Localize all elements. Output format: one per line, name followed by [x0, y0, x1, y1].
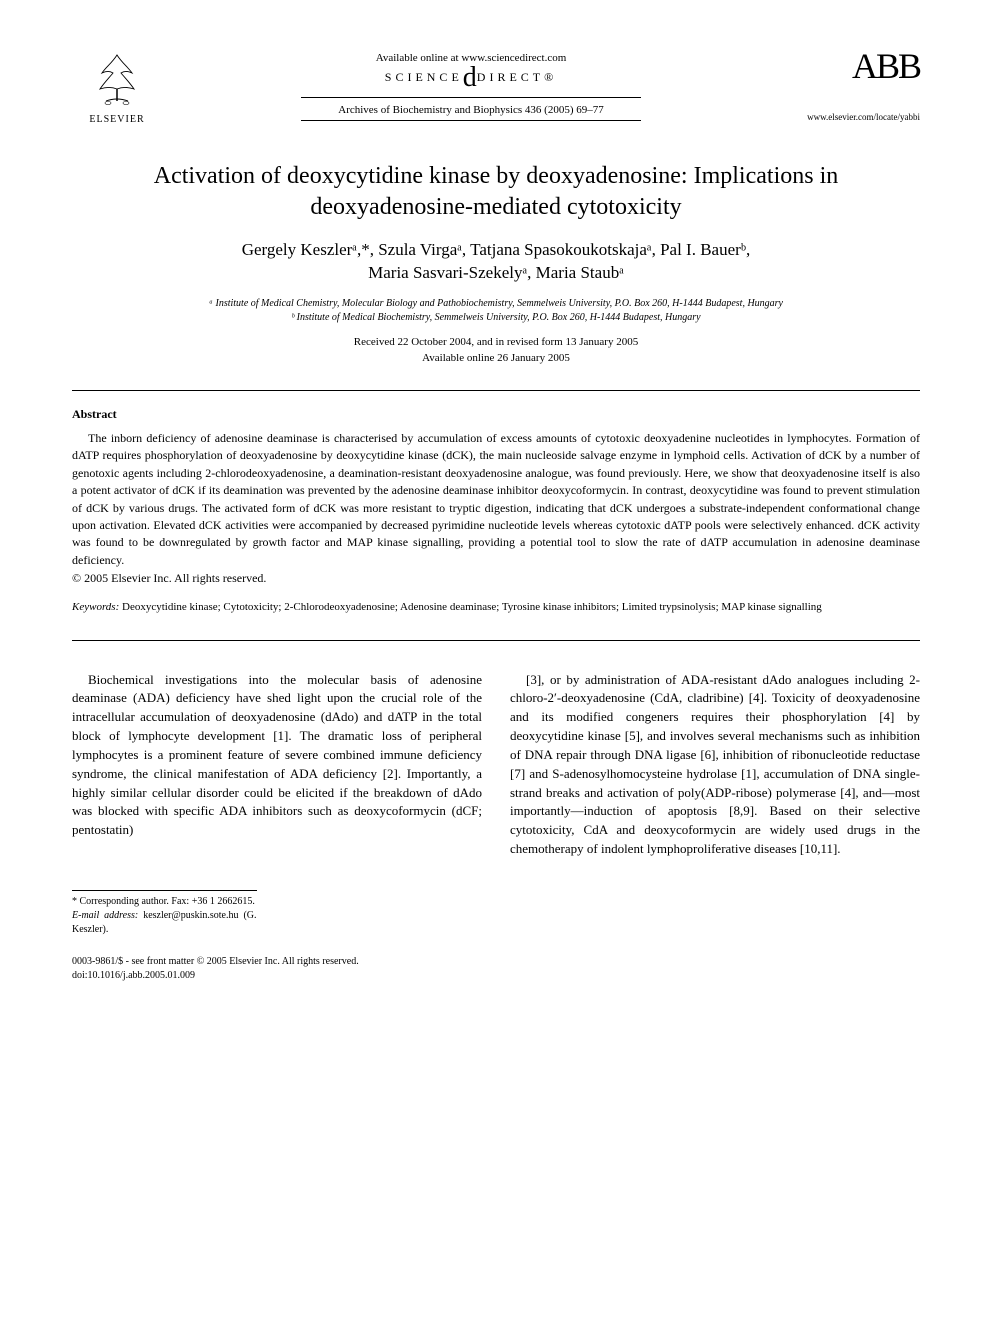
journal-logo-block: ABB www.elsevier.com/locate/yabbi: [780, 48, 920, 122]
journal-abbrev-logo: ABB: [780, 48, 920, 84]
page-header: ELSEVIER Available online at www.science…: [72, 48, 920, 125]
email-line: E-mail address: keszler@puskin.sote.hu (…: [72, 909, 257, 937]
affiliations: ᵃ Institute of Medical Chemistry, Molecu…: [72, 297, 920, 325]
authors: Gergely Keszlerᵃ,*, Szula Virgaᵃ, Tatjan…: [72, 239, 920, 285]
elsevier-tree-icon: [85, 48, 149, 112]
sd-left: SCIENCE: [385, 70, 463, 84]
body-para-2: [3], or by administration of ADA-resista…: [510, 671, 920, 859]
abstract-heading: Abstract: [72, 407, 920, 422]
header-rule-bottom: [301, 120, 641, 121]
doi-line: doi:10.1016/j.abb.2005.01.009: [72, 969, 482, 983]
sciencedirect-logo: SCIENCEdDIRECT®: [162, 70, 780, 85]
center-header: Available online at www.sciencedirect.co…: [162, 48, 780, 123]
body-para-1: Biochemical investigations into the mole…: [72, 671, 482, 841]
keywords-text: Deoxycytidine kinase; Cytotoxicity; 2-Ch…: [119, 601, 822, 613]
keywords-block: Keywords: Deoxycytidine kinase; Cytotoxi…: [72, 600, 920, 615]
body-columns: Biochemical investigations into the mole…: [72, 671, 920, 983]
column-left: Biochemical investigations into the mole…: [72, 671, 482, 983]
publisher-name: ELSEVIER: [89, 114, 144, 125]
article-dates: Received 22 October 2004, and in revised…: [72, 335, 920, 366]
corresponding-author: * Corresponding author. Fax: +36 1 26626…: [72, 895, 257, 909]
abstract-copyright: © 2005 Elsevier Inc. All rights reserved…: [72, 571, 920, 586]
received-date: Received 22 October 2004, and in revised…: [72, 335, 920, 350]
journal-reference: Archives of Biochemistry and Biophysics …: [338, 104, 604, 116]
abstract-bottom-rule: [72, 640, 920, 641]
article-title: Activation of deoxycytidine kinase by de…: [72, 161, 920, 223]
authors-line-2: Maria Sasvari-Szekelyᵃ, Maria Staubᵃ: [72, 262, 920, 285]
column-right: [3], or by administration of ADA-resista…: [510, 671, 920, 983]
affiliation-b: ᵇ Institute of Medical Biochemistry, Sem…: [72, 311, 920, 325]
front-matter: 0003-9861/$ - see front matter © 2005 El…: [72, 955, 482, 982]
keywords-label: Keywords:: [72, 601, 119, 613]
footnotes: * Corresponding author. Fax: +36 1 26626…: [72, 890, 257, 937]
authors-line-1: Gergely Keszlerᵃ,*, Szula Virgaᵃ, Tatjan…: [72, 239, 920, 262]
header-rule-top: [301, 97, 641, 98]
sd-right: DIRECT®: [477, 70, 557, 84]
available-date: Available online 26 January 2005: [72, 351, 920, 366]
journal-url: www.elsevier.com/locate/yabbi: [780, 112, 920, 122]
issn-line: 0003-9861/$ - see front matter © 2005 El…: [72, 955, 482, 969]
email-label: E-mail address:: [72, 910, 138, 921]
abstract-body: The inborn deficiency of adenosine deami…: [72, 430, 920, 569]
publisher-logo-block: ELSEVIER: [72, 48, 162, 125]
affiliation-a: ᵃ Institute of Medical Chemistry, Molecu…: [72, 297, 920, 311]
abstract-top-rule: [72, 390, 920, 391]
